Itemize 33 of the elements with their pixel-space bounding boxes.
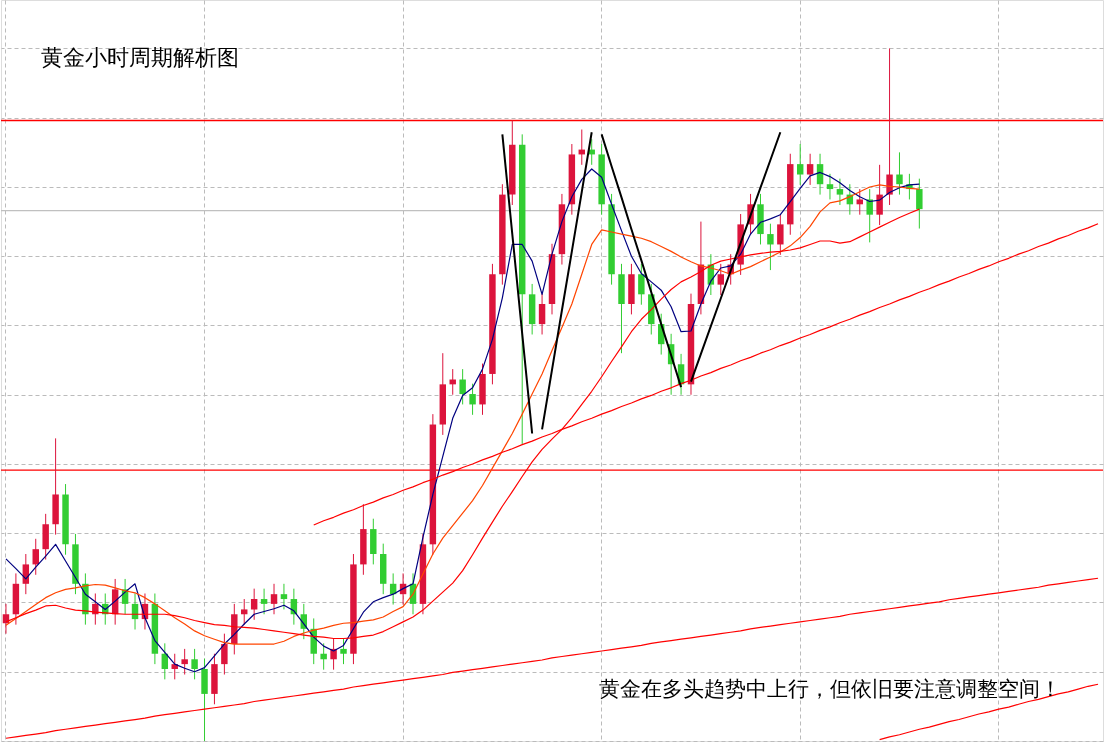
candlestick <box>856 188 863 216</box>
candlestick <box>92 592 99 626</box>
candlestick <box>886 47 893 206</box>
candlestick <box>270 583 278 615</box>
candlestick <box>767 223 774 271</box>
candlestick <box>250 588 258 621</box>
candlestick <box>866 188 873 243</box>
candlestick <box>777 213 784 256</box>
candlestick <box>638 263 645 306</box>
candlestick <box>796 143 804 186</box>
candlestick <box>449 368 456 396</box>
candlestick <box>806 153 814 186</box>
chart-title: 黄金小时周期解析图 <box>41 45 239 70</box>
candlestick <box>469 383 476 416</box>
candlestick <box>181 648 188 676</box>
candlestick <box>826 173 834 200</box>
candlestick <box>191 648 198 680</box>
candlestick <box>260 588 268 615</box>
candlestick <box>221 633 228 676</box>
candlestick <box>330 638 337 671</box>
candlestick <box>717 263 724 296</box>
candlestick <box>459 368 466 405</box>
candlestick <box>32 538 39 576</box>
annotation: 黄金在多头趋势中上行，但依旧要注意调整空间！ <box>599 677 1061 701</box>
candlestick <box>340 638 347 665</box>
candlestick <box>241 598 248 626</box>
candlestick <box>538 293 546 335</box>
candlestick <box>320 642 327 671</box>
candlestick <box>876 164 883 226</box>
candlestick <box>896 151 903 196</box>
candlestick <box>280 583 288 610</box>
candlestick <box>916 178 923 230</box>
candlestick <box>836 178 844 206</box>
